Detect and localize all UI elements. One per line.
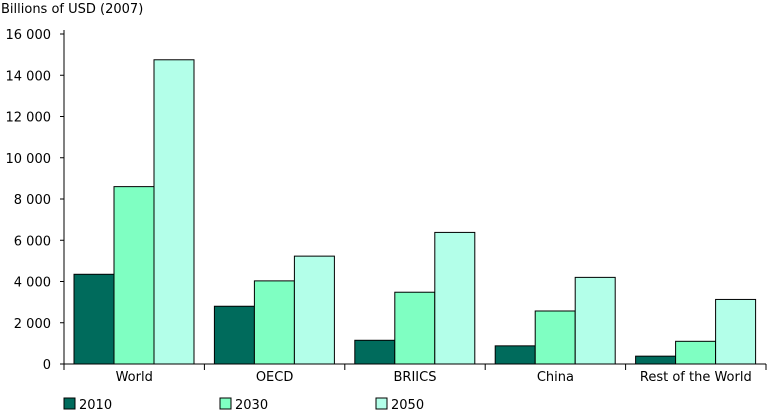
y-axis-label: Billions of USD (2007) [1,2,143,17]
x-tick-label: Rest of the World [640,370,752,385]
y-tick-label: 10 000 [6,152,52,167]
bar-2030-rest-of-the-world [675,340,717,365]
legend-label-2050: 2050 [391,398,424,413]
bar-2030-world [113,186,155,365]
y-tick-label: 2 000 [14,317,51,332]
bar-2050-oecd [293,255,335,365]
y-tick-label: 12 000 [6,111,52,126]
legend-label-2030: 2030 [235,398,268,413]
bar-2010-china [494,345,536,365]
bar-2050-china [574,276,616,365]
bar-2050-briics [434,231,476,365]
y-tick-label: 14 000 [6,69,52,84]
y-tick-label: 0 [43,358,51,373]
y-tick-label: 6 000 [14,234,51,249]
x-axis: World OECD BRIICS China Rest of the World [63,30,767,385]
legend-swatch-2050 [375,397,388,410]
x-tick-label: OECD [256,370,294,385]
legend-label-2010: 2010 [79,398,112,413]
y-axis-ticks: 0 2 000 4 000 6 000 8 000 10 000 12 000 14 000 1… [6,28,64,373]
y-tick-label: 4 000 [14,276,51,291]
legend-swatch-2010 [63,397,76,410]
y-tick-label: 16 000 [6,28,52,43]
bar-2010-rest-of-the-world [635,355,677,365]
bar-2010-oecd [213,305,255,365]
bar-2010-briics [354,339,396,365]
x-tick-label: BRIICS [394,370,437,385]
bar-2030-china [534,310,576,365]
bar-2050-rest-of-the-world [715,298,757,365]
y-tick-label: 8 000 [14,193,51,208]
legend-swatch-2030 [219,397,232,410]
x-tick-label: World [116,370,153,385]
bar-2030-briics [394,291,436,365]
bar-2010-world [73,273,115,365]
legend: 2010 2030 2050 [63,397,424,413]
bars [73,59,757,365]
x-tick-label: China [537,370,574,385]
bar-2050-world [153,59,195,365]
bar-2030-oecd [253,280,295,365]
